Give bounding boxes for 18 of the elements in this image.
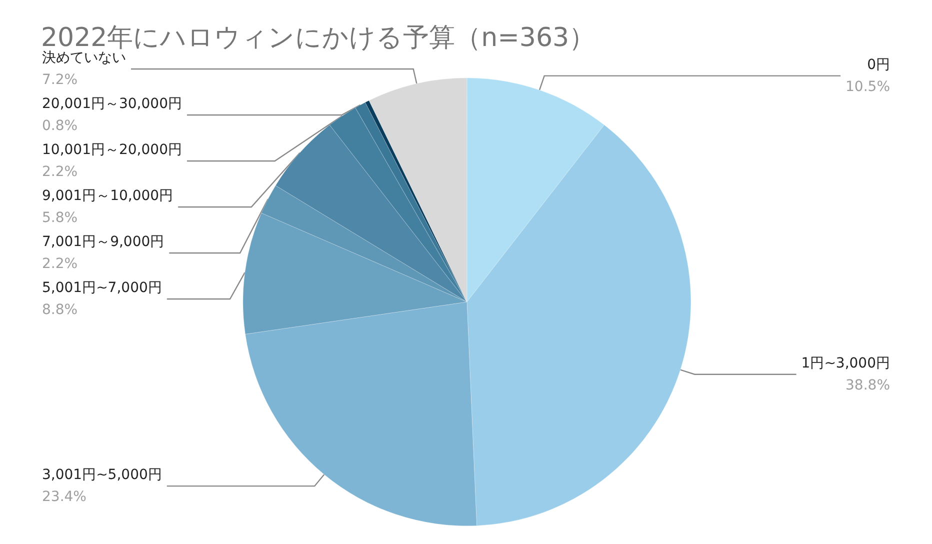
data-label: 2.2% bbox=[42, 256, 78, 272]
data-label: 10.5% bbox=[846, 78, 890, 95]
slice-label: 10,001円～20,000円 bbox=[42, 142, 182, 158]
data-label: 8.8% bbox=[42, 302, 78, 318]
data-label: 38.8% bbox=[846, 377, 890, 394]
data-label: 23.4% bbox=[42, 489, 86, 506]
data-label: 0.8% bbox=[42, 118, 78, 134]
slice-label: 7,001円～9,000円 bbox=[42, 234, 164, 250]
slice-label: 5,001円~7,000円 bbox=[42, 280, 162, 296]
data-label: 2.2% bbox=[42, 164, 78, 180]
slice-label: 3,001円~5,000円 bbox=[42, 467, 162, 484]
data-label: 5.8% bbox=[42, 210, 78, 226]
slice-label: 9,001円～10,000円 bbox=[42, 188, 174, 204]
slice-label: 決めていない bbox=[42, 50, 126, 66]
slice-label: 1円~3,000円 bbox=[801, 355, 890, 372]
data-label: 7.2% bbox=[42, 72, 78, 88]
slice-label: 0円 bbox=[867, 56, 890, 73]
slice-label: 20,001円～30,000円 bbox=[42, 96, 182, 112]
